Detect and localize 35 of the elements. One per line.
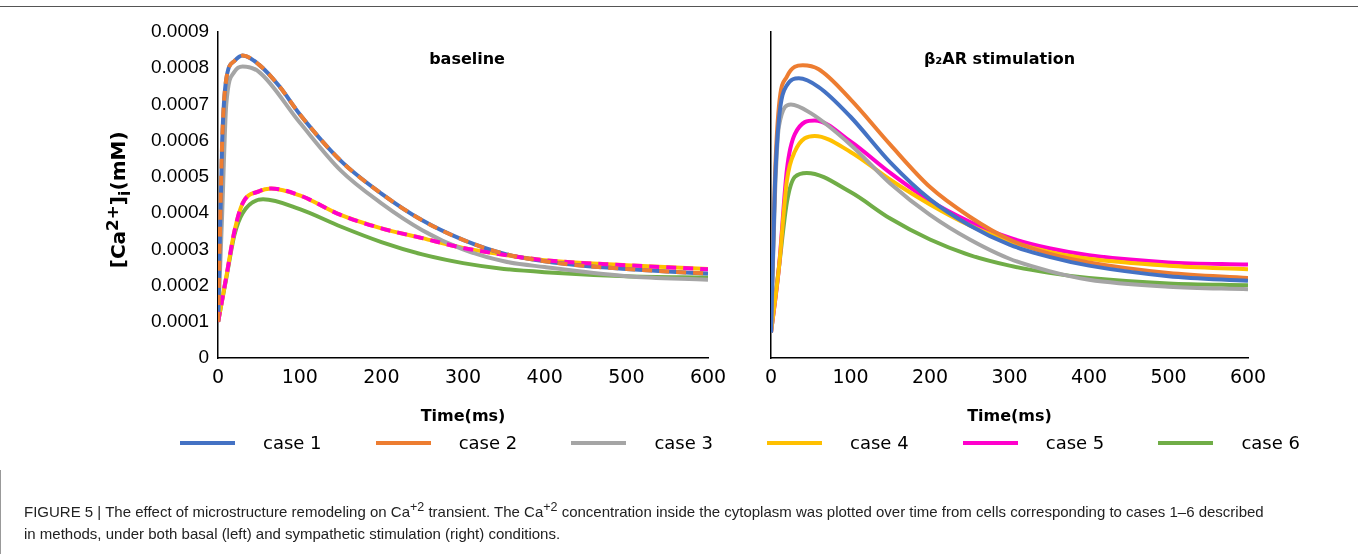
y-tick-label: 0.0005 bbox=[150, 165, 210, 187]
legend-label: case 1 bbox=[263, 432, 322, 453]
y-tick-label: 0.0004 bbox=[150, 201, 210, 223]
legend-label: case 4 bbox=[850, 432, 909, 453]
x-tick-label: 600 bbox=[689, 365, 727, 388]
y-tick-label: 0.0008 bbox=[150, 56, 210, 78]
legend-label: case 2 bbox=[458, 432, 518, 453]
text: baseline bbox=[429, 49, 506, 69]
y-tick-label: 0.0002 bbox=[150, 273, 210, 295]
y-tick-label: 0.0001 bbox=[150, 310, 210, 332]
x-tick-label: 300 bbox=[444, 365, 482, 388]
legend-label: case 5 bbox=[1045, 432, 1105, 453]
x-tick-label: 100 bbox=[832, 365, 869, 388]
y-tick-label: 0.0007 bbox=[150, 92, 210, 114]
x-tick-label: 300 bbox=[991, 365, 1028, 388]
x-tick-label: 100 bbox=[281, 365, 318, 388]
caption: FIGURE 5 | The effect of microstructure remodeling on Ca$^{+2}$ transient. The Ca$^{+2}$ concentration inside the cytoplasm was plotted over time from cells corresponding to cases 1–6 described in methods, under both basal (left) and sympathetic stimulation (right) conditions. bbox=[24, 499, 1265, 544]
x-tick-label: 400 bbox=[526, 365, 563, 388]
y-tick-label: 0 bbox=[198, 346, 210, 368]
x-axis-title: Time(ms) bbox=[420, 405, 506, 425]
y-tick-label: 0.0009 bbox=[150, 20, 210, 42]
x-tick-label: 400 bbox=[1070, 365, 1108, 388]
y-tick-label: 0.0003 bbox=[150, 237, 210, 259]
x-tick-label: 0 bbox=[764, 365, 778, 388]
x-tick-label: 200 bbox=[363, 365, 400, 388]
x-tick-label: 600 bbox=[1229, 365, 1267, 388]
legend-label: case 3 bbox=[654, 432, 713, 453]
legend-label: case 6 bbox=[1241, 432, 1300, 453]
x-tick-label: 500 bbox=[1150, 365, 1187, 388]
y-tick-label: 0.0006 bbox=[150, 128, 210, 150]
text: β₂AR stimulation bbox=[923, 49, 1076, 69]
x-axis-title: Time(ms) bbox=[967, 405, 1052, 425]
x-tick-label: 200 bbox=[911, 365, 949, 388]
x-tick-label: 500 bbox=[608, 365, 645, 388]
x-tick-label: 0 bbox=[212, 365, 225, 388]
